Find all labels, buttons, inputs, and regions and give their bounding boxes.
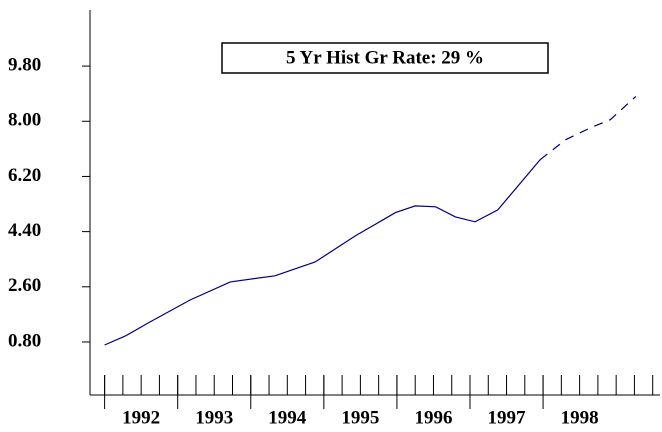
x-tick-label: 1998	[561, 407, 599, 428]
y-tick-label: 6.20	[8, 165, 41, 186]
y-tick-label: 8.00	[8, 110, 41, 131]
annotation: 5 Yr Hist Gr Rate: 29 %	[286, 47, 484, 68]
x-tick-label: 1992	[122, 407, 160, 428]
x-tick-label: 1996	[414, 407, 452, 428]
line-series	[104, 159, 541, 346]
y-tick-label: 9.80	[8, 54, 41, 75]
x-tick-label: 1994	[268, 407, 307, 428]
y-tick-label: 0.80	[8, 330, 41, 351]
annotation-box	[221, 42, 549, 74]
y-tick-label: 4.40	[8, 220, 41, 241]
y-tick-label: 2.60	[8, 275, 41, 296]
line-series	[539, 95, 637, 161]
x-tick-label: 1993	[195, 407, 233, 428]
x-tick-label: 1997	[488, 407, 527, 428]
x-tick-label: 1995	[341, 407, 379, 428]
